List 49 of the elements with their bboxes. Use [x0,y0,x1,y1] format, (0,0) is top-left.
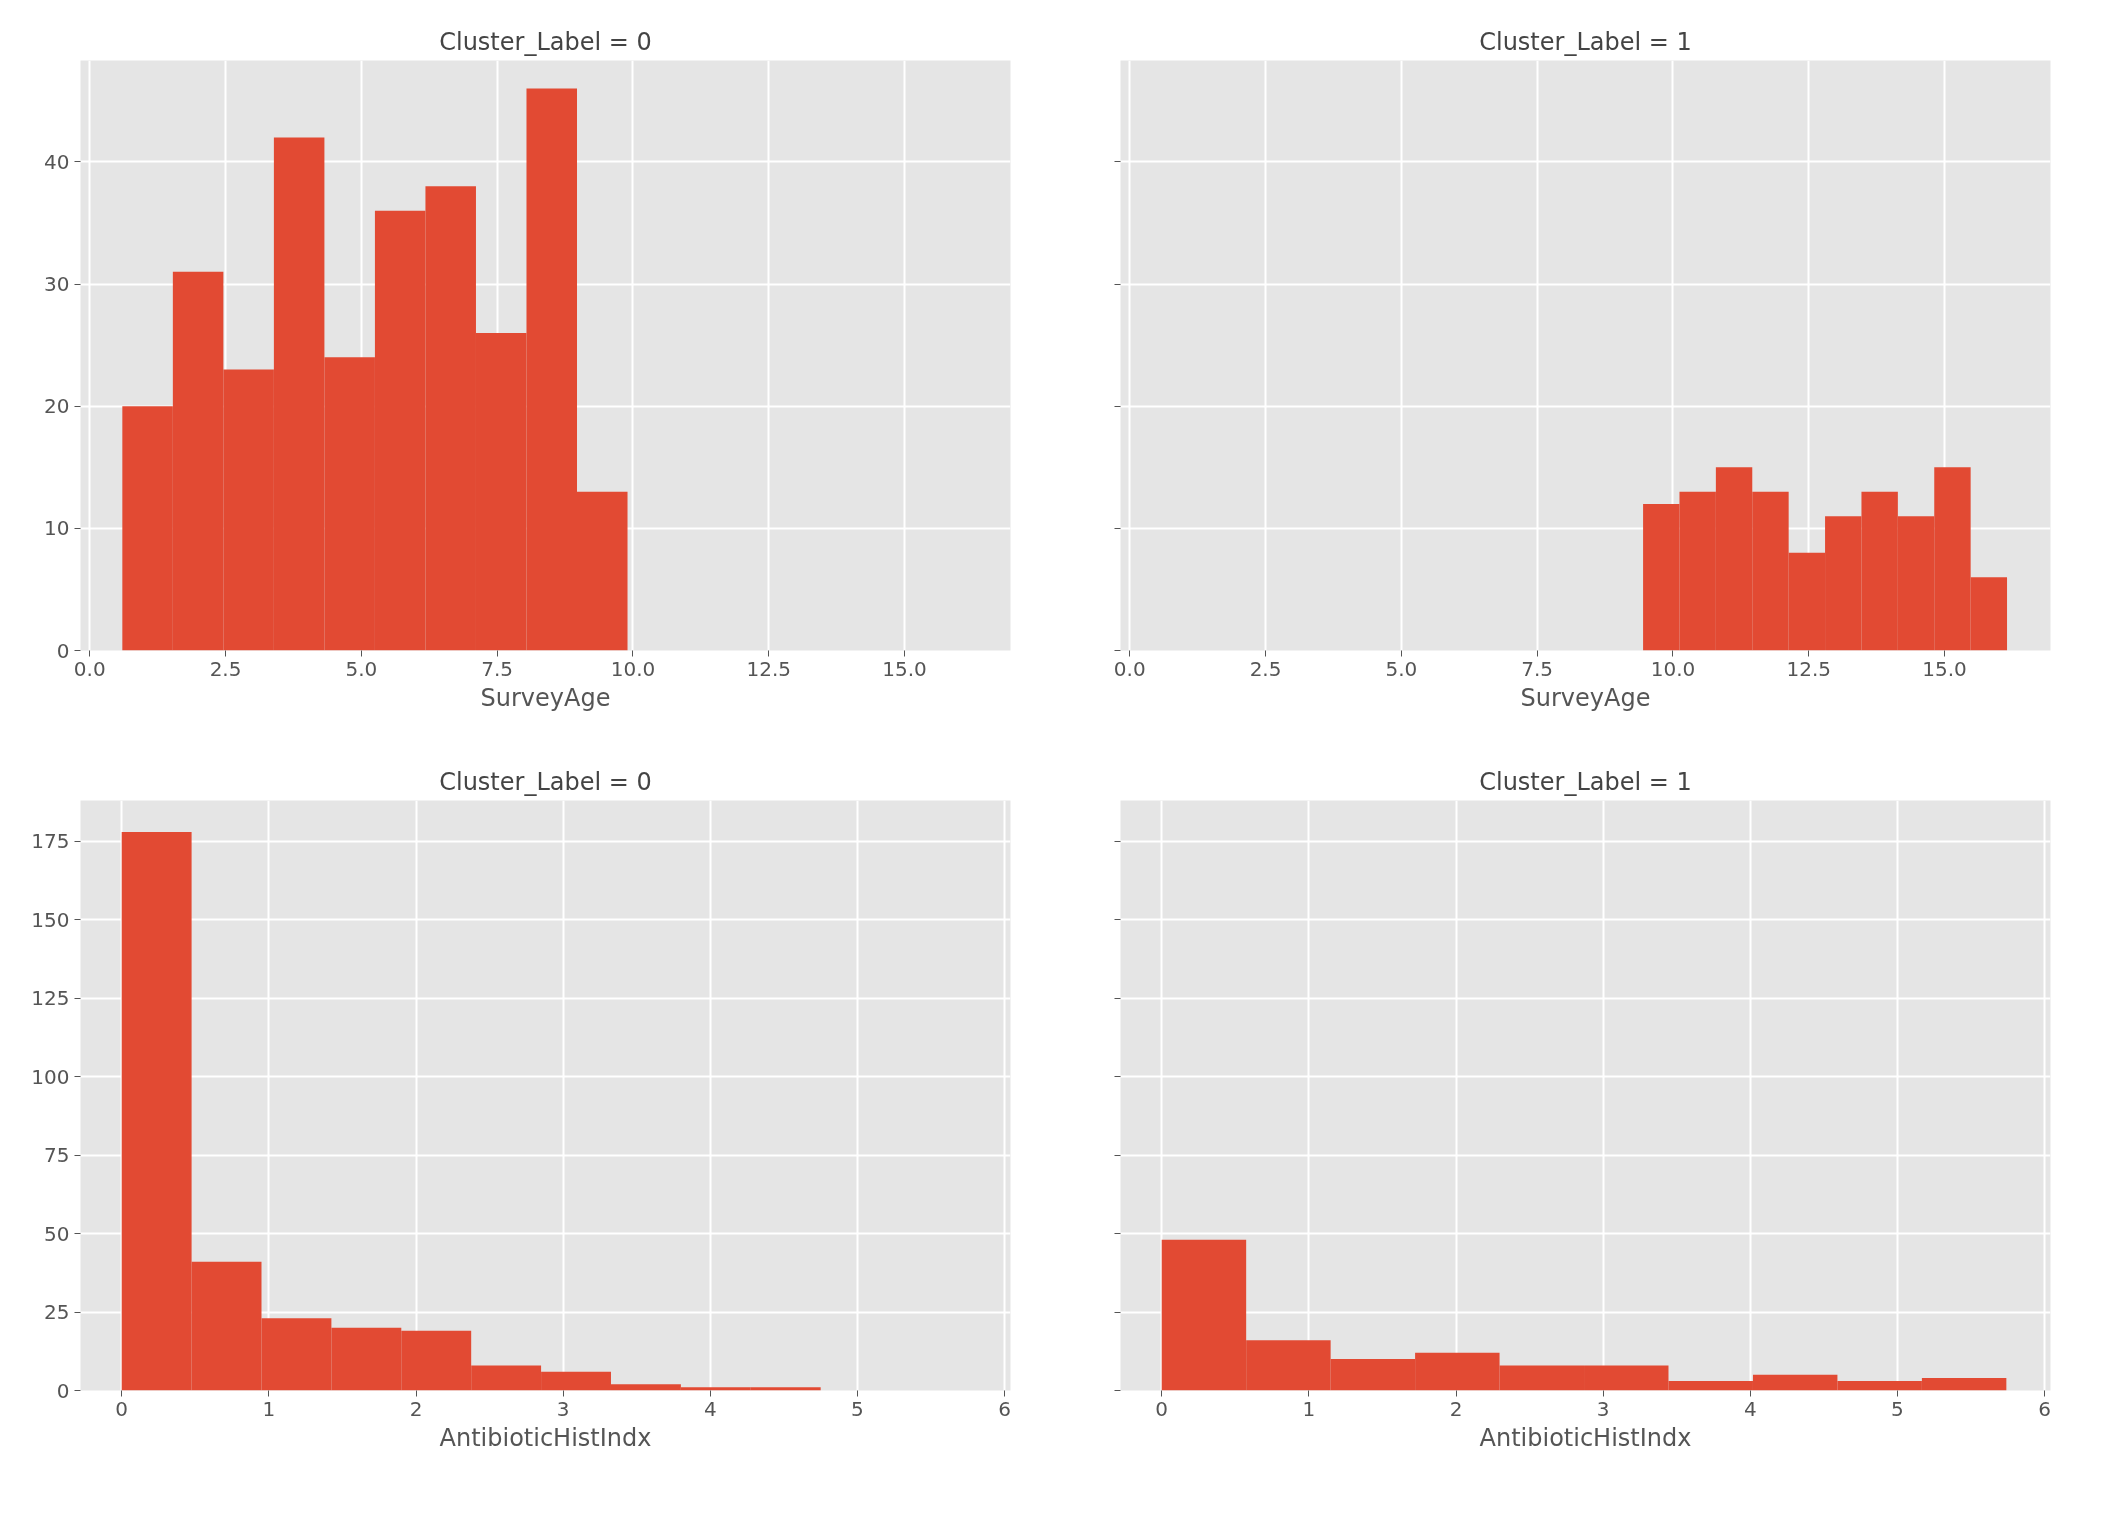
x-tick-label: 4 [703,1396,717,1421]
x-tick-label: 1 [262,1396,276,1421]
x-tick-label: 2 [1449,1396,1463,1421]
x-tick-label: 10.0 [610,656,656,681]
x-tick-label: 4 [1743,1396,1757,1421]
x-tick-label: 5 [1891,1396,1904,1421]
x-tick-label: 0 [115,1396,129,1421]
x-tick-label: 5.0 [345,656,378,681]
x-tick-label: 3 [556,1396,570,1421]
x-axis-title: SurveyAge [480,683,611,712]
x-tick-label: 3 [1596,1396,1610,1421]
x-tick-label: 12.5 [1786,656,1832,681]
x-tick-label: 2.5 [1249,656,1282,681]
y-tick-label: 50 [44,1221,70,1246]
x-axis-title: AntibioticHistIndx [1479,1423,1692,1452]
x-tick-label: 1 [1302,1396,1316,1421]
x-tick-label: 0.0 [73,656,106,681]
chart-title: Cluster_Label = 1 [1479,767,1692,796]
x-tick-label: 12.5 [746,656,792,681]
x-tick-label: 0 [1155,1396,1169,1421]
y-tick-label: 150 [31,907,70,932]
x-tick-label: 15.0 [882,656,927,681]
x-tick-label: 7.5 [1521,656,1554,681]
x-tick-label: 15.0 [1922,656,1967,681]
y-tick-label: 125 [31,986,70,1011]
y-tick-label: 0 [56,1378,70,1403]
x-axis-title: AntibioticHistIndx [439,1423,652,1452]
x-tick-label: 5.0 [1385,656,1418,681]
x-axis-title: SurveyAge [1520,683,1651,712]
chart-title: Cluster_Label = 1 [1479,27,1692,56]
chart-title: Cluster_Label = 0 [439,767,652,796]
y-tick-label: 40 [44,149,70,174]
chart-title: Cluster_Label = 0 [439,27,652,56]
y-tick-label: 100 [31,1064,70,1089]
y-tick-label: 175 [31,829,70,854]
x-tick-label: 5 [851,1396,864,1421]
x-tick-label: 10.0 [1650,656,1696,681]
x-tick-label: 6 [2038,1396,2051,1421]
x-tick-label: 2 [409,1396,423,1421]
y-tick-label: 25 [44,1300,70,1325]
x-tick-label: 7.5 [481,656,514,681]
y-tick-label: 30 [44,272,70,297]
y-tick-label: 10 [44,516,70,541]
x-tick-label: 0.0 [1113,656,1146,681]
y-tick-label: 0 [56,638,70,663]
y-tick-label: 20 [44,394,70,419]
y-tick-label: 75 [44,1143,70,1168]
x-tick-label: 2.5 [209,656,242,681]
x-tick-label: 6 [998,1396,1011,1421]
